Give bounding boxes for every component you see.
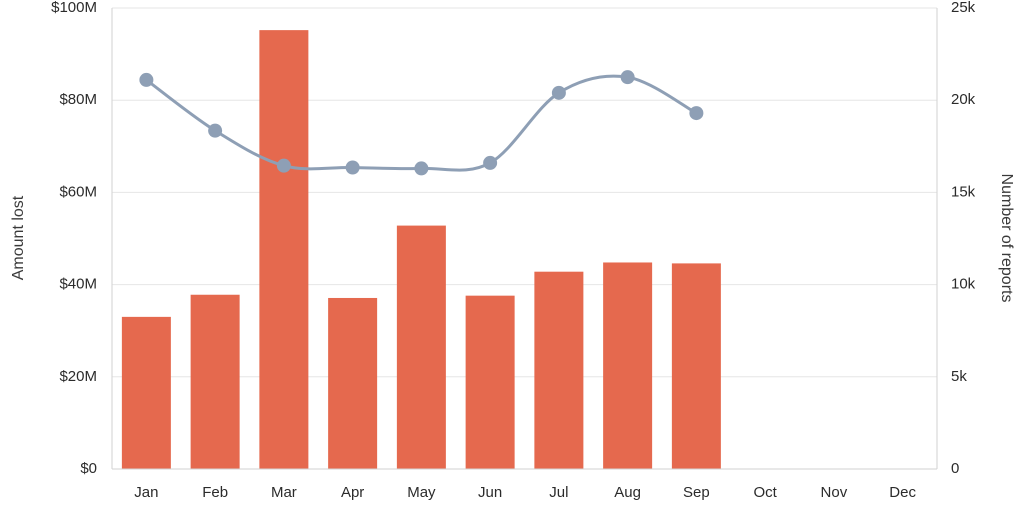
line-point[interactable]: [208, 123, 223, 138]
line-layer: [139, 70, 704, 176]
x-tick-label: May: [407, 484, 436, 501]
line-point[interactable]: [689, 106, 704, 121]
left-tick-label: $60M: [59, 183, 97, 200]
right-tick-label: 10k: [951, 276, 976, 293]
line-point[interactable]: [139, 72, 154, 87]
left-tick-label: $100M: [51, 0, 97, 16]
right-tick-label: 20k: [951, 91, 976, 108]
x-tick-label: Nov: [821, 484, 848, 501]
right-tick-label: 15k: [951, 183, 976, 200]
right-tick-label: 5k: [951, 368, 967, 385]
x-tick-label: Jan: [134, 484, 158, 501]
right-tick-label: 0: [951, 460, 959, 477]
right-axis-title: Number of reports: [998, 174, 1015, 303]
bar[interactable]: [671, 263, 721, 469]
axes-layer: $0 $20M $40M $60M $80M $100M 0 5k 10k 15k 20k 25k Ja…: [51, 0, 976, 501]
bar[interactable]: [259, 30, 309, 470]
x-tick-label: Feb: [202, 484, 228, 501]
bar[interactable]: [465, 295, 515, 469]
line-point[interactable]: [483, 155, 498, 170]
x-tick-label: Aug: [614, 484, 641, 501]
bar[interactable]: [190, 294, 240, 469]
left-tick-label: $20M: [59, 368, 97, 385]
left-axis-title: Amount lost: [10, 195, 27, 280]
line-point[interactable]: [345, 160, 360, 175]
bar[interactable]: [121, 316, 171, 469]
x-tick-label: Jul: [549, 484, 568, 501]
line-point[interactable]: [551, 85, 566, 100]
bar[interactable]: [328, 297, 378, 469]
grid-layer: [112, 7, 937, 378]
x-tick-label: Oct: [753, 484, 777, 501]
x-tick-label: Apr: [341, 484, 364, 501]
x-tick-label: Mar: [271, 484, 297, 501]
reports-line: [144, 74, 698, 172]
bars-layer: [121, 30, 721, 470]
line-point[interactable]: [414, 161, 429, 176]
bar[interactable]: [603, 262, 653, 469]
line-point[interactable]: [276, 158, 291, 173]
line-point[interactable]: [620, 70, 635, 85]
left-tick-label: $40M: [59, 276, 97, 293]
left-tick-label: $0: [80, 460, 97, 477]
x-tick-label: Jun: [478, 484, 502, 501]
x-tick-label: Sep: [683, 484, 710, 501]
right-tick-label: 25k: [951, 0, 976, 16]
bar[interactable]: [396, 225, 446, 469]
bar[interactable]: [534, 271, 584, 469]
x-tick-label: Dec: [889, 484, 916, 501]
left-tick-label: $80M: [59, 91, 97, 108]
